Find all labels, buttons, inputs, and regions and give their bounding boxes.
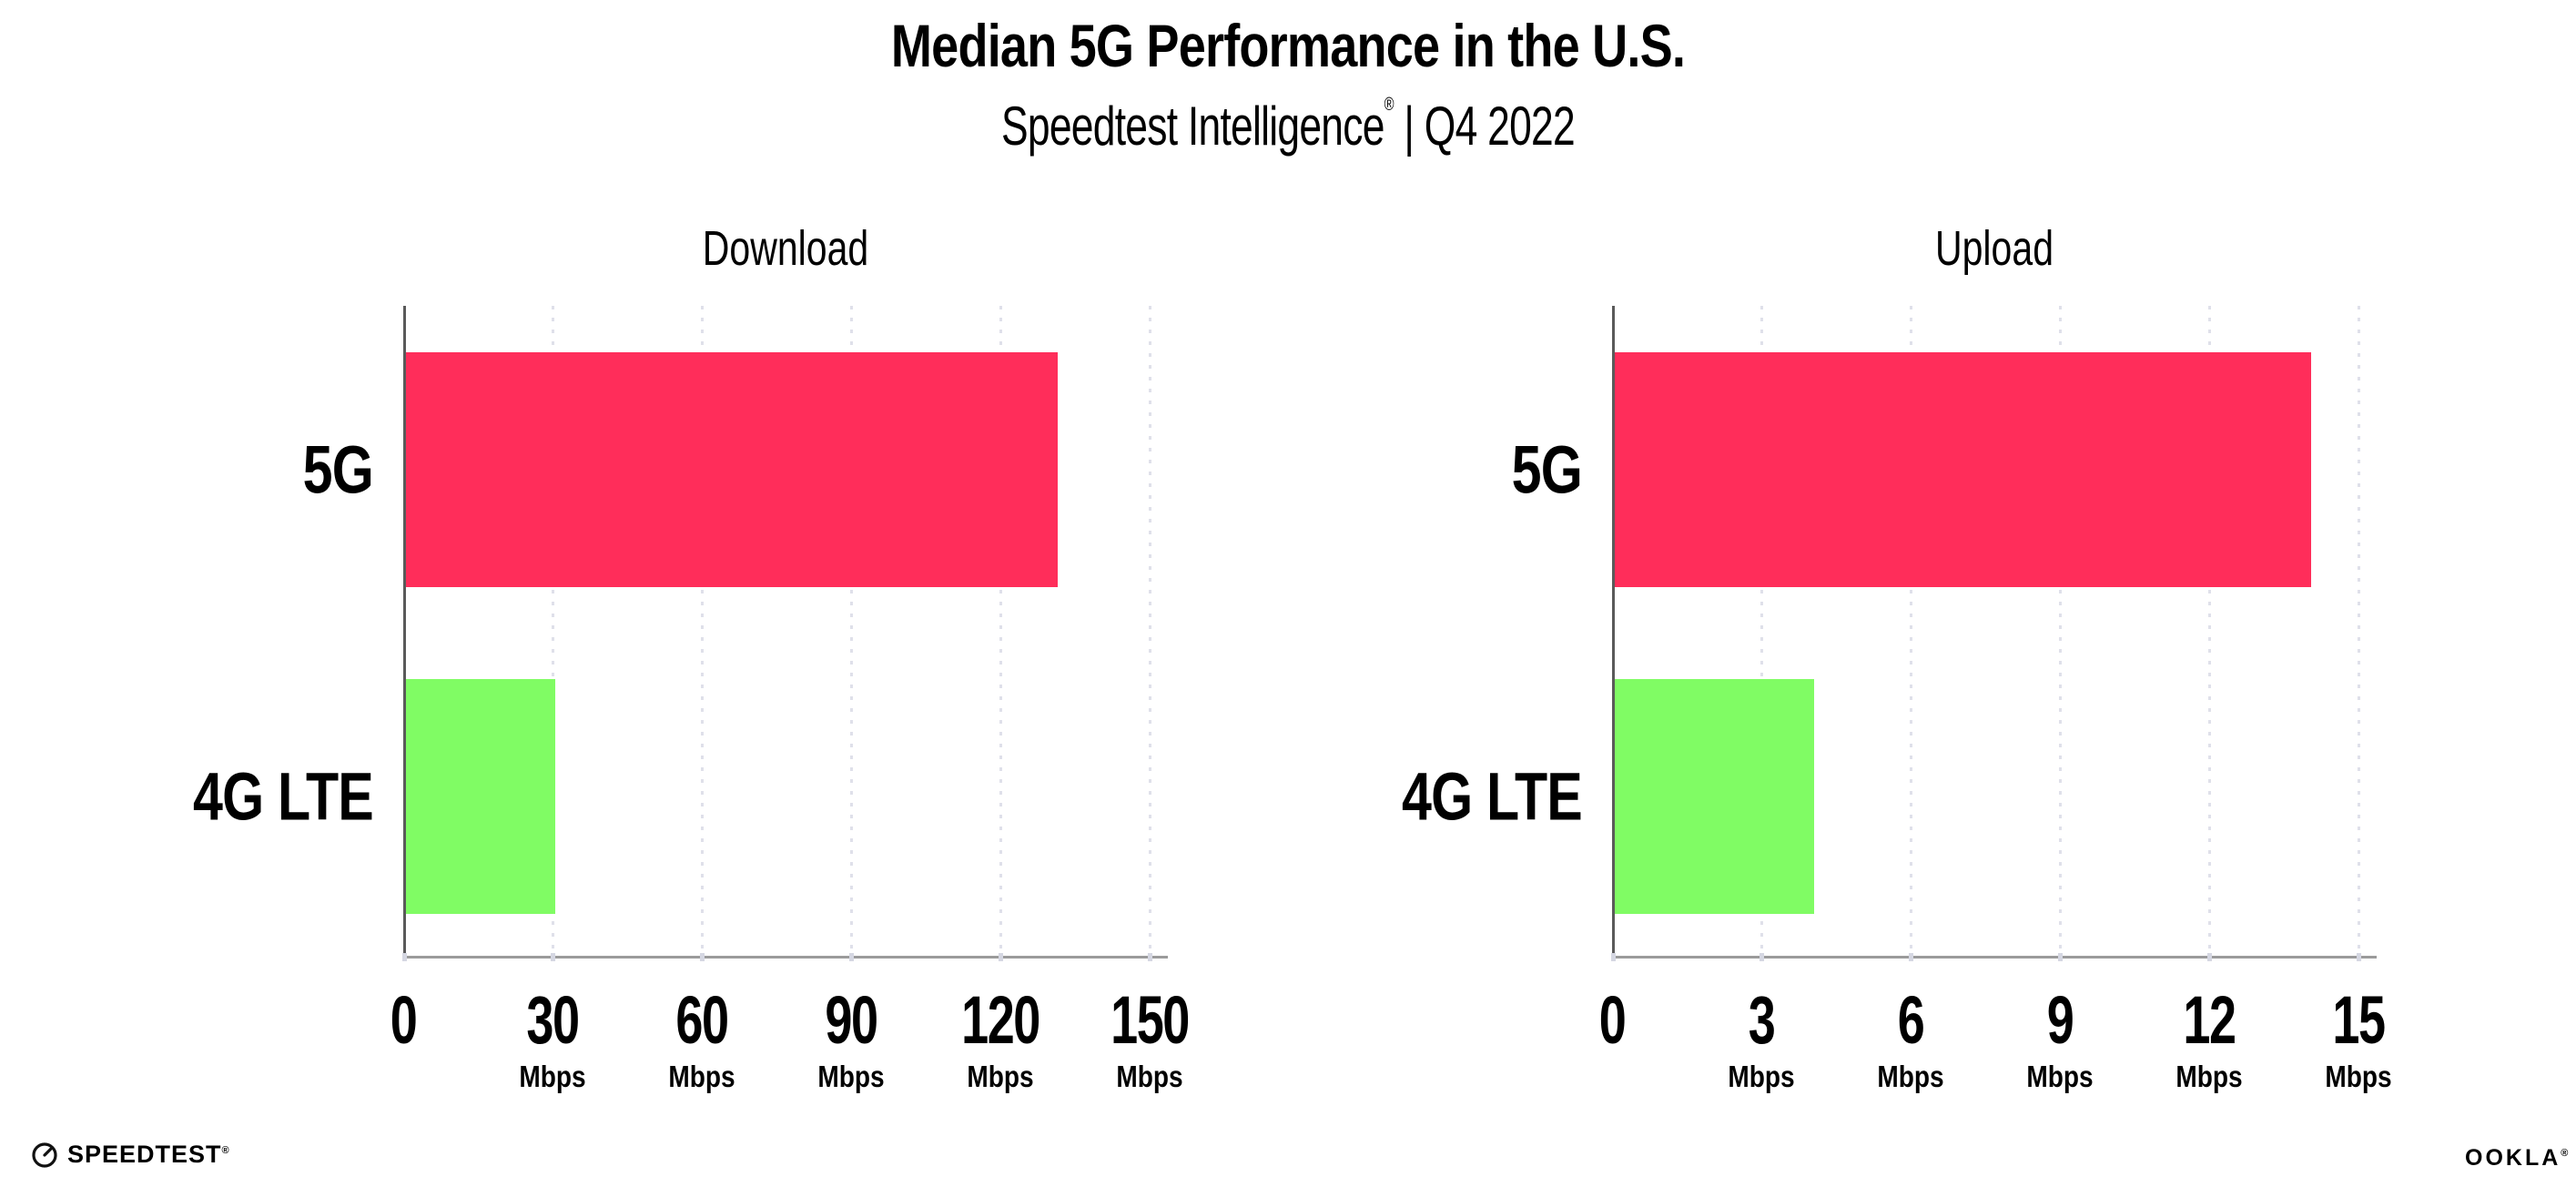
axis-tick xyxy=(849,953,854,961)
x-tick: 60 Mbps xyxy=(593,982,811,1093)
x-tick: 9 Mbps xyxy=(1951,982,2169,1093)
x-tick-label: 12 xyxy=(2183,982,2236,1058)
x-tick: 15 Mbps xyxy=(2249,982,2468,1093)
category-label-5g: 5G xyxy=(302,431,374,508)
chart-download: 5G 4G LTE 0 30 Mbps 60 Mbps 90 Mbps 120 … xyxy=(193,306,1190,1091)
gridline xyxy=(2059,306,2062,956)
x-tick: 0 xyxy=(294,987,512,1054)
x-tick-label: 150 xyxy=(1111,982,1190,1058)
x-tick: 30 Mbps xyxy=(443,982,662,1093)
x-tick-unit: Mbps xyxy=(2026,1060,2094,1093)
subtitle-period: | Q4 2022 xyxy=(1393,96,1575,157)
x-tick: 6 Mbps xyxy=(1801,982,2020,1093)
chart-title-download: Download xyxy=(702,221,869,276)
page-subtitle: Speedtest Intelligence® | Q4 2022 xyxy=(335,95,2241,157)
x-tick-label: 120 xyxy=(961,982,1040,1058)
gridline xyxy=(1149,306,1151,956)
registered-mark: ® xyxy=(221,1144,230,1156)
gridline xyxy=(850,306,853,956)
page-title: Median 5G Performance in the U.S. xyxy=(890,12,1686,79)
axis-tick xyxy=(2058,953,2063,961)
x-tick: 3 Mbps xyxy=(1652,982,1871,1093)
ookla-wordmark: OOKLA xyxy=(2465,1145,2561,1171)
bar-domain-upload xyxy=(1615,306,2361,956)
x-tick-label: 0 xyxy=(1598,982,1627,1058)
bar-domain-download xyxy=(406,306,1152,956)
x-tick: 12 Mbps xyxy=(2100,982,2318,1093)
axis-tick xyxy=(999,953,1003,961)
ookla-logo: OOKLA® xyxy=(2465,1145,2571,1172)
axis-tick xyxy=(402,953,407,961)
x-tick-label: 3 xyxy=(1748,982,1776,1058)
x-tick-unit: Mbps xyxy=(1877,1060,1944,1093)
gridline xyxy=(2358,306,2360,956)
axis-tick xyxy=(551,953,555,961)
axis-tick xyxy=(1760,953,1764,961)
bar-5g-upload xyxy=(1615,352,2312,587)
axis-tick xyxy=(1148,953,1152,961)
gridline xyxy=(2208,306,2211,956)
x-tick: 120 Mbps xyxy=(891,982,1110,1093)
category-label-4g-lte: 4G LTE xyxy=(192,758,374,835)
category-label-4g-lte: 4G LTE xyxy=(1401,758,1583,835)
x-tick-unit: Mbps xyxy=(1728,1060,1795,1093)
x-tick-label: 6 xyxy=(1897,982,1925,1058)
chart-title-upload: Upload xyxy=(1934,221,2054,276)
x-tick-label: 30 xyxy=(526,982,580,1058)
registered-mark: ® xyxy=(2561,1148,2571,1159)
bar-4g-lte-upload xyxy=(1615,679,1814,914)
axis-tick xyxy=(1611,953,1616,961)
x-tick-label: 15 xyxy=(2332,982,2386,1058)
gridline xyxy=(1760,306,1763,956)
chart-upload: 5G 4G LTE 0 3 Mbps 6 Mbps 9 Mbps 12 Mbps… xyxy=(1402,306,2392,1091)
axis-tick xyxy=(2357,953,2361,961)
x-tick-unit: Mbps xyxy=(2175,1060,2243,1093)
x-tick-unit: Mbps xyxy=(519,1060,586,1093)
bar-5g-download xyxy=(406,352,1059,587)
x-tick-label: 90 xyxy=(825,982,878,1058)
speedtest-logo: SPEEDTEST® xyxy=(30,1140,230,1169)
axis-tick xyxy=(700,953,705,961)
x-tick: 90 Mbps xyxy=(742,982,960,1093)
x-tick: 150 Mbps xyxy=(1040,982,1259,1093)
registered-mark: ® xyxy=(1384,95,1394,115)
x-tick-label: 0 xyxy=(390,982,418,1058)
gridline xyxy=(999,306,1002,956)
subtitle-brand: Speedtest Intelligence xyxy=(1001,96,1384,157)
x-tick-unit: Mbps xyxy=(2325,1060,2392,1093)
axis-tick xyxy=(1909,953,1913,961)
x-tick-label: 9 xyxy=(2046,982,2074,1058)
plot-area-download xyxy=(402,306,1168,961)
plot-area-upload xyxy=(1611,306,2377,961)
x-tick-unit: Mbps xyxy=(668,1060,735,1093)
axis-tick xyxy=(2207,953,2212,961)
x-tick-label: 60 xyxy=(675,982,729,1058)
speedtest-wordmark: SPEEDTEST® xyxy=(67,1140,230,1168)
bar-4g-lte-download xyxy=(406,679,555,914)
x-tick-unit: Mbps xyxy=(1116,1060,1183,1093)
gridline xyxy=(701,306,704,956)
gridline xyxy=(1910,306,1912,956)
gridline xyxy=(552,306,554,956)
category-label-5g: 5G xyxy=(1511,431,1583,508)
speedtest-gauge-icon xyxy=(30,1140,59,1169)
x-tick-unit: Mbps xyxy=(817,1060,885,1093)
x-tick-unit: Mbps xyxy=(967,1060,1034,1093)
x-tick: 0 xyxy=(1503,987,1721,1054)
